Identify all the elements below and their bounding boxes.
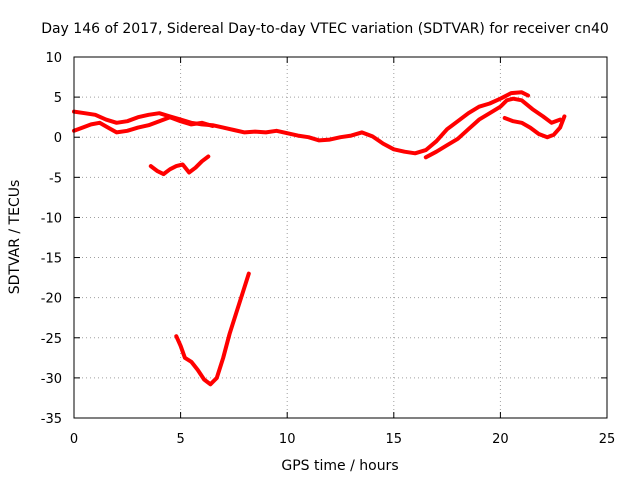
plot-frame <box>73 56 608 419</box>
y-tick-label: 0 <box>54 131 62 146</box>
x-tick-label: 5 <box>176 432 184 447</box>
series-arc-late <box>502 114 567 140</box>
x-tick-label: 10 <box>279 432 296 447</box>
x-tick-label: 0 <box>70 432 78 447</box>
grid <box>74 57 607 418</box>
y-tick-label: -35 <box>41 412 62 427</box>
series-arc-evening <box>423 96 563 160</box>
y-tick-label: -15 <box>41 252 62 267</box>
y-tick-label: -20 <box>41 292 62 307</box>
y-axis-ticks: 10 5 0 -5 -10 -15 -20 -25 -30 -35 <box>41 51 607 427</box>
y-tick-label: -30 <box>41 372 62 387</box>
series-arc-lower-left <box>72 115 215 135</box>
series-arc-dip <box>174 271 251 387</box>
series-arc-main <box>72 90 531 156</box>
y-axis-label: SDTVAR / TECUs <box>7 180 23 295</box>
y-tick-label: 5 <box>54 91 62 106</box>
plot-area <box>72 90 567 387</box>
x-axis-label: GPS time / hours <box>281 458 398 474</box>
y-tick-label: -5 <box>49 171 62 186</box>
y-tick-label: -10 <box>41 211 62 226</box>
y-tick-label: 10 <box>45 51 62 66</box>
y-tick-label: -25 <box>41 332 62 347</box>
series-arc-small <box>148 154 211 177</box>
x-tick-label: 20 <box>492 432 509 447</box>
chart-title: Day 146 of 2017, Sidereal Day-to-day VTE… <box>41 21 609 37</box>
x-tick-label: 15 <box>386 432 403 447</box>
x-tick-label: 25 <box>599 432 616 447</box>
